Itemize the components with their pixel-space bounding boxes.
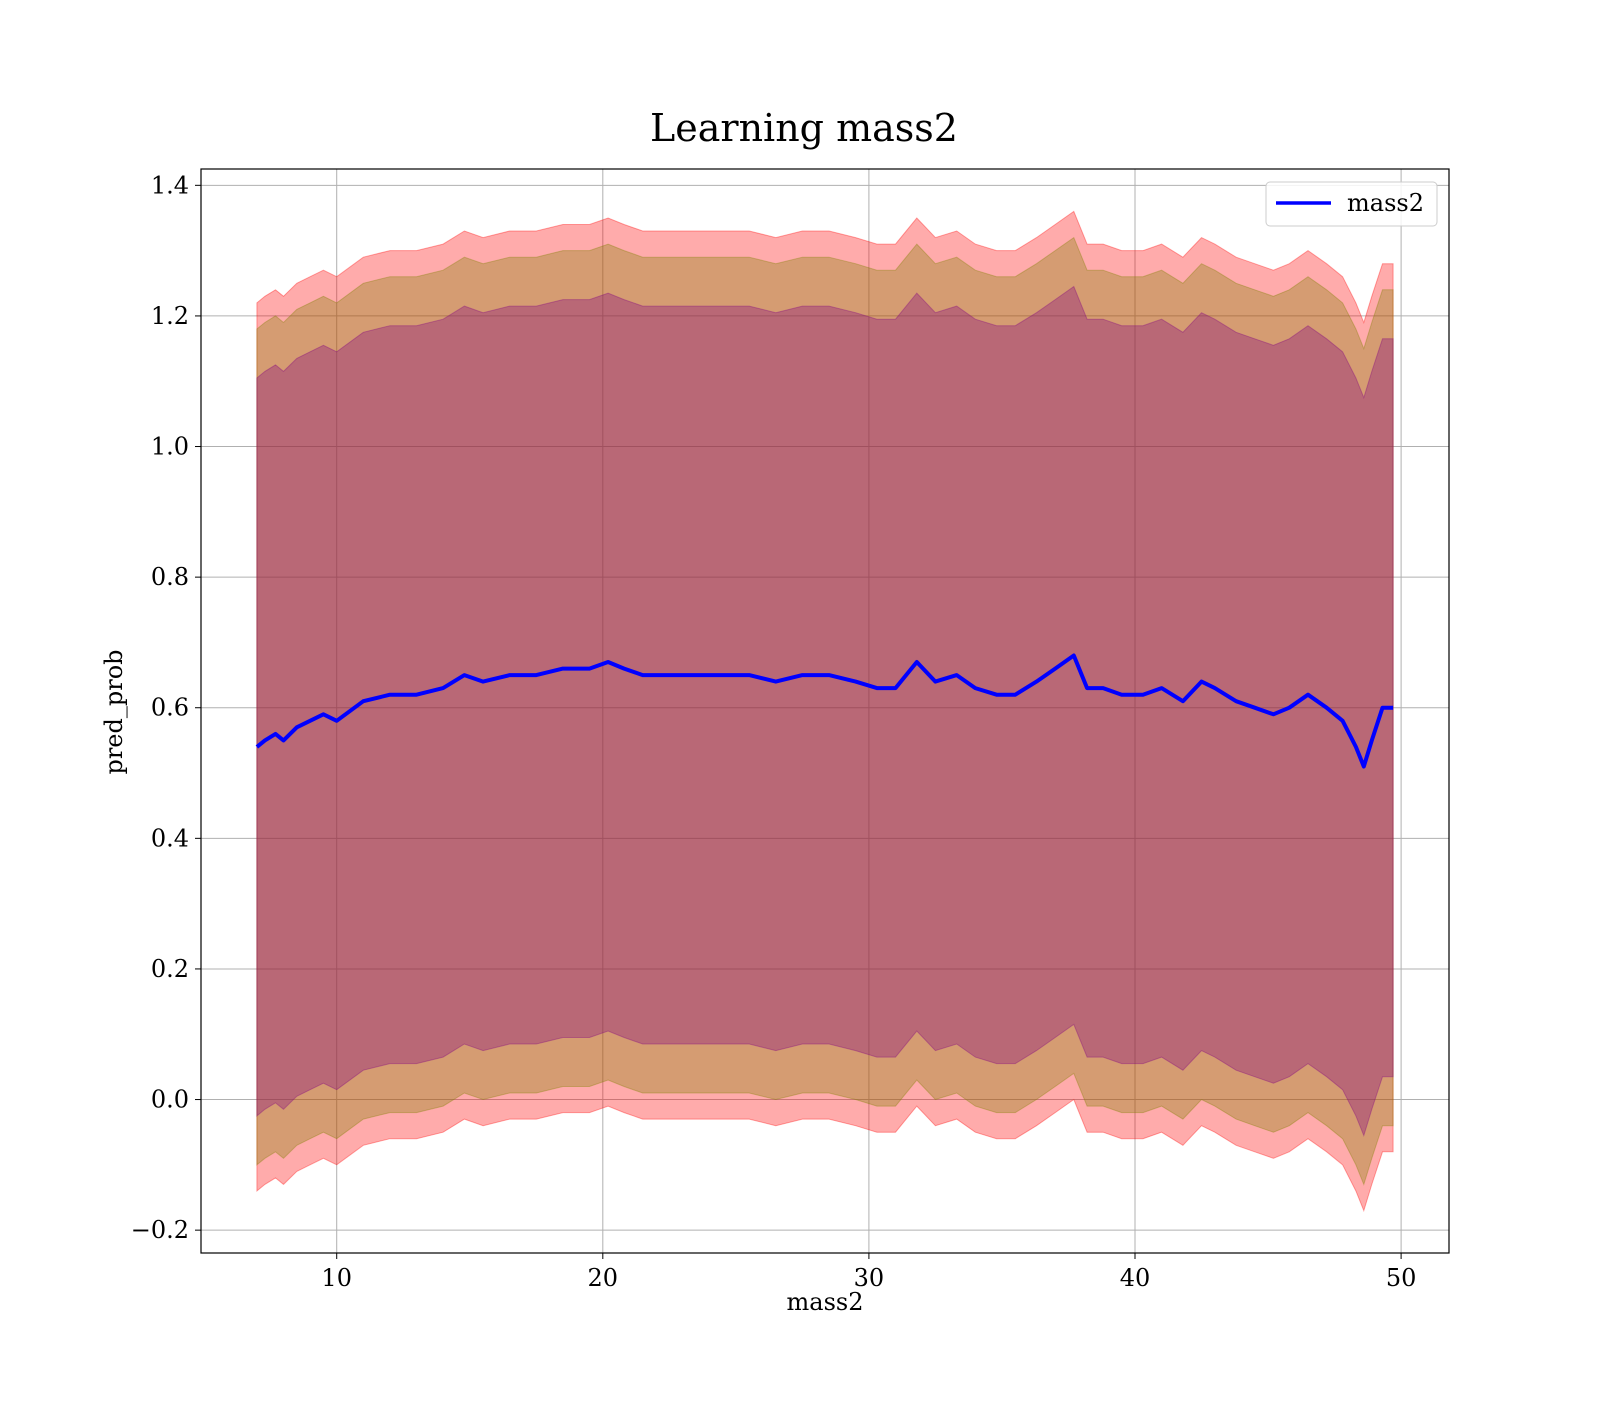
x-axis-ticks: 10 20 30 40 50 <box>321 1253 1416 1292</box>
y-tick-label: 1.2 <box>151 302 189 330</box>
x-tick-label: 20 <box>588 1264 619 1292</box>
y-tick-label: 0.2 <box>151 955 189 983</box>
grid <box>201 169 1449 1253</box>
y-tick-label: 1.4 <box>151 171 189 199</box>
band-inner <box>256 285 1394 1137</box>
series-lines <box>255 653 1394 769</box>
y-tick-label: 0.4 <box>151 824 189 852</box>
y-tick-label: 0.8 <box>151 563 189 591</box>
y-tick-label: −0.2 <box>131 1216 189 1244</box>
y-tick-label: 1.0 <box>151 433 189 461</box>
legend: mass2 <box>1265 181 1438 227</box>
legend-label-mass2: mass2 <box>1347 189 1424 217</box>
series-line-mass2 <box>255 653 1394 769</box>
uncertainty-bands <box>256 210 1394 1213</box>
x-tick-label: 10 <box>321 1264 352 1292</box>
x-axis-label: mass2 <box>787 1288 864 1316</box>
legend-box <box>1265 181 1438 227</box>
x-tick-label: 50 <box>1386 1264 1417 1292</box>
x-tick-label: 40 <box>1120 1264 1151 1292</box>
x-tick-label: 30 <box>854 1264 885 1292</box>
band-middle <box>256 236 1394 1186</box>
y-axis-ticks: −0.2 0.0 0.2 0.4 0.6 0.8 1.0 1.2 1.4 <box>131 171 201 1244</box>
plot-frame <box>200 168 1450 1254</box>
y-tick-label: 0.0 <box>151 1086 189 1114</box>
band-outer <box>256 210 1394 1213</box>
y-axis-label: pred_prob <box>100 649 128 774</box>
chart-title: Learning mass2 <box>650 106 958 150</box>
y-tick-label: 0.6 <box>151 694 189 722</box>
